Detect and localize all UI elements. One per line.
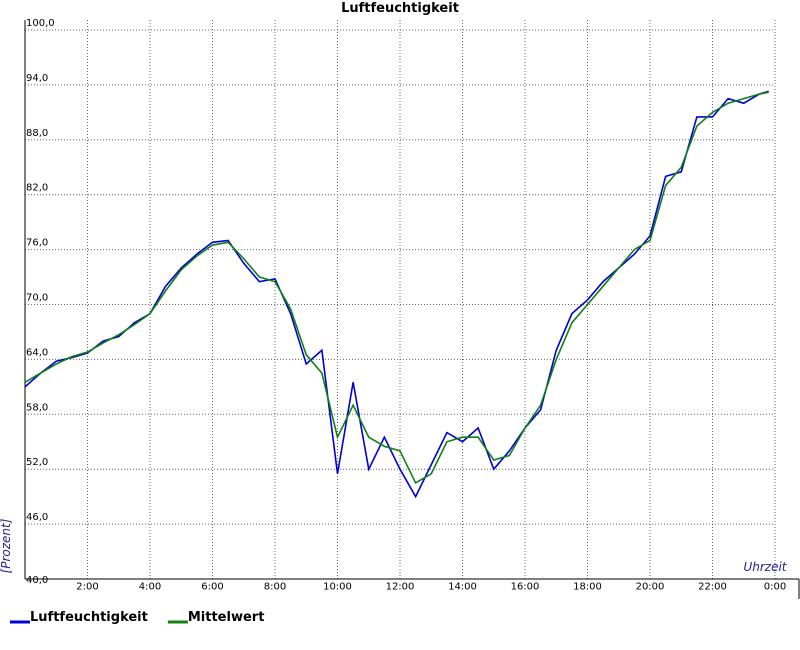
x-tick-label: 10:00 (323, 581, 352, 592)
y-tick-label: 64,0 (26, 347, 48, 358)
data-line (24, 90, 769, 499)
y-tick-label: 82,0 (26, 183, 48, 194)
y-tick-label: 46,0 (26, 512, 48, 523)
legend-label: Mittelwert (188, 610, 265, 625)
y-tick-label: 58,0 (26, 402, 48, 413)
y-tick-label: 52,0 (26, 457, 48, 468)
x-tick-label: 22:00 (698, 581, 727, 592)
data-line (24, 91, 769, 485)
x-tick-label: 0:00 (764, 581, 786, 592)
legend-label: Luftfeuchtigkeit (30, 610, 148, 625)
y-axis-label: [Prozent] (0, 518, 13, 573)
y-tick-label: 94,0 (26, 73, 48, 84)
x-tick-label: 16:00 (511, 581, 540, 592)
x-tick-label: 8:00 (264, 581, 286, 592)
y-tick-label: 100,0 (26, 18, 55, 29)
x-tick-label: 20:00 (636, 581, 665, 592)
x-tick-label: 2:00 (76, 581, 98, 592)
x-tick-label: 14:00 (448, 581, 477, 592)
y-tick-label: 70,0 (26, 293, 48, 304)
x-tick-label: 12:00 (386, 581, 415, 592)
x-tick-label: 18:00 (573, 581, 602, 592)
x-axis-label: Uhrzeit (743, 560, 787, 574)
y-tick-label: 76,0 (26, 238, 48, 249)
y-tick-label: 88,0 (26, 128, 48, 139)
y-tick-label: 40,0 (26, 575, 48, 586)
x-tick-label: 4:00 (139, 581, 161, 592)
x-tick-label: 6:00 (201, 581, 223, 592)
chart-title: Luftfeuchtigkeit (341, 1, 459, 16)
